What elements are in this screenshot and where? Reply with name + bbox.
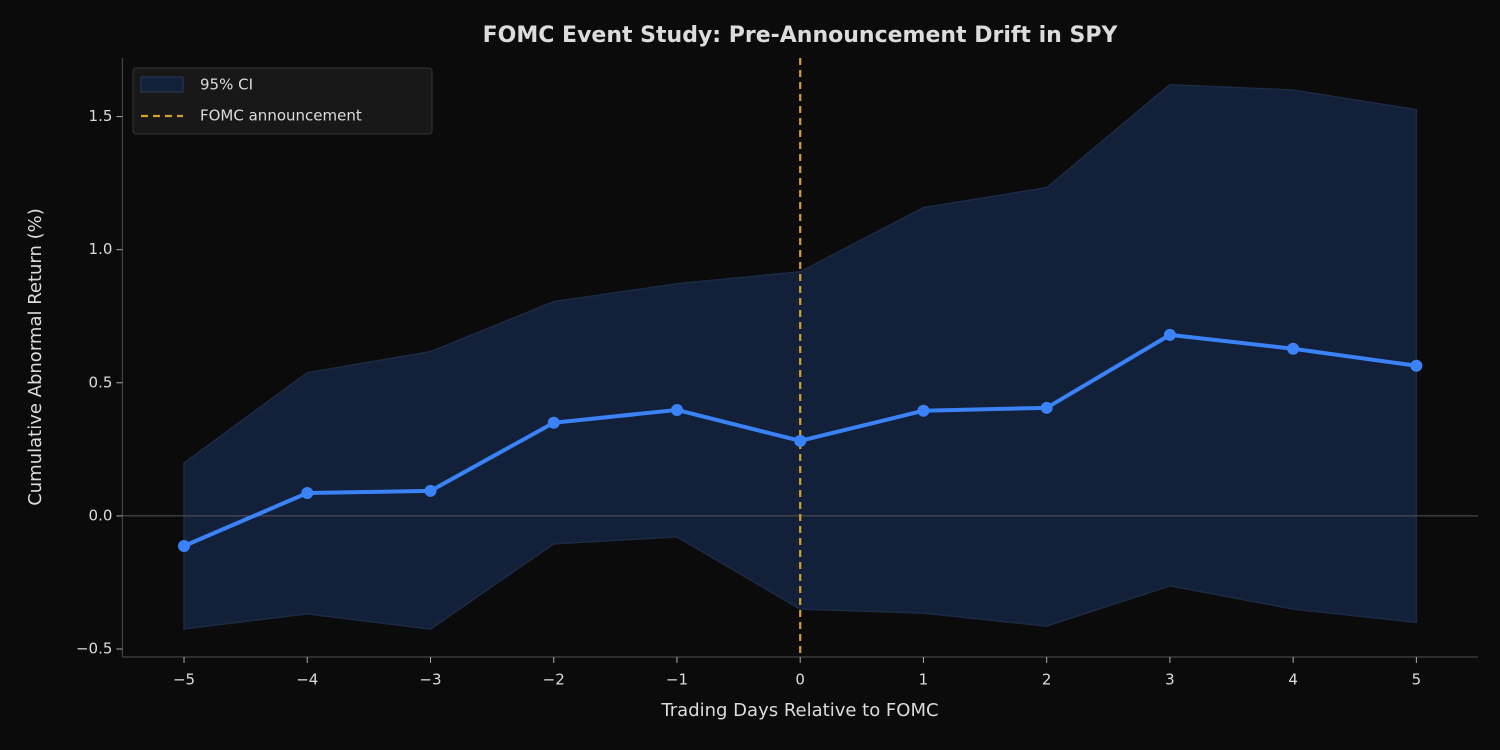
ci-band [183,83,1418,630]
y-tick-label: 0.0 [89,506,113,524]
x-tick-label: 5 [1412,671,1422,689]
legend-box [132,67,433,135]
x-axis-label: Trading Days Relative to FOMC [660,700,938,721]
y-tick-label: −0.5 [76,640,112,658]
x-tick-label: 0 [795,671,805,689]
point [178,539,191,552]
point [1163,328,1176,341]
point [301,487,314,500]
chart-title: FOMC Event Study: Pre-Announcement Drift… [483,23,1119,48]
x-tick-label: 3 [1165,671,1175,689]
point [424,484,437,497]
point [917,404,930,417]
point [1410,359,1423,372]
x-tick-label: 1 [919,671,929,689]
x-tick-label: 4 [1288,671,1298,689]
x-tick-label: −2 [543,671,565,689]
point [670,403,683,416]
y-tick-label: 0.5 [89,373,113,391]
y-axis-label: Cumulative Abnormal Return (%) [25,208,46,506]
point [547,416,560,429]
y-tick-label: 1.0 [89,240,113,258]
x-tick-label: −4 [296,671,318,689]
legend-label: FOMC announcement [200,107,362,125]
point [794,434,807,447]
x-tick-label: 2 [1042,671,1052,689]
legend-label: 95% CI [200,76,253,94]
x-tick-label: −1 [666,671,688,689]
point [1040,401,1053,414]
y-tick-label: 1.5 [89,107,113,125]
point [1287,342,1300,355]
x-tick-label: −3 [419,671,441,689]
legend-swatch [140,76,184,93]
x-tick-label: −5 [173,671,195,689]
